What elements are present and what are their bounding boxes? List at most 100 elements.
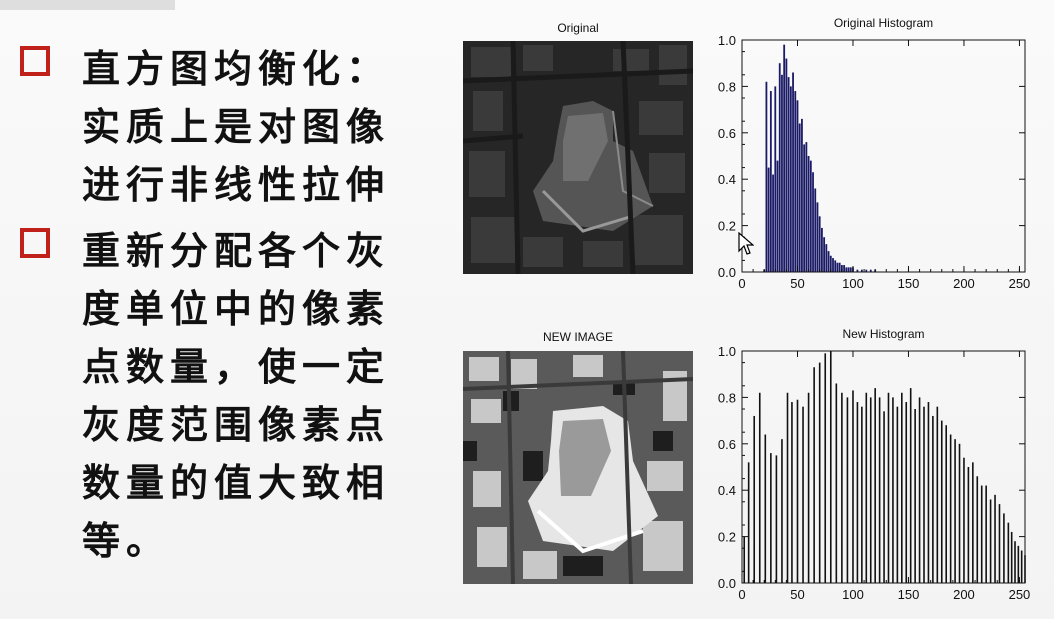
histogram-bar [856,402,859,583]
mouse-cursor-icon [738,231,755,260]
y-tick-label: 0.0 [718,265,736,280]
histogram-bar [781,439,783,583]
bullet-text-1: 直方图均衡化： 实质上是对图像 进行非线性拉伸 [82,46,391,207]
histogram-bar [963,457,965,583]
top-bar [0,0,175,10]
histogram-bar [835,383,838,583]
x-tick-label: 150 [898,276,920,291]
histogram-bar [861,406,863,583]
histogram-bar [1007,522,1010,583]
histogram-bar [869,269,872,272]
histogram-bar [887,392,890,583]
histogram-bar [1020,550,1023,583]
histogram-bar [813,367,815,583]
histogram-bar [865,392,868,583]
original-histogram-chart: 0 50 100 150 200 250 0.0 0.2 0.4 0.6 0.8 1.0 [704,32,1034,294]
histogram-bar [812,172,814,272]
histogram-bar [823,237,826,272]
histogram-bar [834,260,837,272]
histogram-bar [785,58,788,272]
histogram-bar [896,406,899,583]
histogram-bar [845,267,848,272]
histogram-bar [883,411,885,583]
histogram-bar [802,406,804,583]
histogram-bar [892,397,894,583]
histogram-bar [814,188,817,272]
histogram-bar [940,420,943,583]
histogram-bar [985,485,987,583]
histogram-bar [836,262,839,272]
histogram-bar [786,392,789,583]
histogram-bar [914,409,916,583]
histogram-svg: 0 50 100 150 200 250 0.0 0.2 0.4 0.6 0.8 1.0 [718,33,1031,291]
histogram-bar [927,402,930,583]
histogram-bar [954,439,956,583]
histogram-bar [805,142,808,272]
histogram-bar [923,406,925,583]
histogram-bar [816,202,819,272]
histogram-bar [827,251,830,272]
histogram-bar [818,216,821,272]
x-tick-label: 50 [790,587,804,602]
y-tick-label: 0.6 [718,126,736,141]
bullet-square-icon [20,46,50,76]
histogram-bar [989,499,992,583]
histogram-bar [753,415,756,583]
histogram-bar [787,77,790,272]
x-tick-label: 100 [842,587,864,602]
x-tick-label: 200 [953,276,975,291]
y-tick-label: 0.8 [718,390,736,405]
histogram-bar [801,118,803,272]
histogram-bar [767,167,770,272]
histogram-bar [958,443,961,583]
x-tick-label: 200 [953,587,975,602]
histogram-bar [829,255,832,272]
histogram-bar [821,227,823,272]
new-histogram-chart: 0 50 100 150 200 250 0.0 0.2 0.4 0.6 0.8 1.0 [704,343,1034,605]
histogram-bar [818,362,821,583]
y-tick-label: 0.6 [718,437,736,452]
histogram-bar [743,536,746,583]
histogram-bar [980,485,983,583]
original-image-title: Original [557,21,599,35]
histogram-bar [807,156,810,272]
histogram-bar [774,86,777,273]
histogram-svg: 0 50 100 150 200 250 0.0 0.2 0.4 0.6 0.8 1.0 [718,344,1031,602]
histogram-bar [905,402,908,583]
x-tick-label: 100 [842,276,864,291]
histogram-bar [841,392,843,583]
histogram-bar [865,269,868,272]
bullet-square-icon [20,228,50,258]
y-tick-label: 0.8 [718,79,736,94]
histogram-bar [769,91,772,272]
histogram-bar [901,392,903,583]
histogram-bar [860,269,863,272]
histogram-bar [994,494,996,583]
histogram-bar [798,123,801,273]
y-tick-label: 0.4 [718,172,736,187]
histogram-bar [829,351,832,583]
histogram-bar [776,160,779,272]
histogram-bar [807,392,810,583]
histogram-bar [1017,545,1020,583]
histogram-bar [803,144,806,272]
histogram-bar [778,63,781,273]
histogram-bar [1003,513,1005,583]
histogram-bar [849,267,852,272]
histogram-bar [936,406,939,583]
x-tick-label: 250 [1009,276,1031,291]
x-tick-label: 250 [1009,587,1031,602]
histogram-bar [852,390,854,583]
histogram-bar [758,392,761,583]
histogram-bar [792,72,794,272]
plot-frame [741,39,1026,273]
histogram-bar [838,262,841,272]
y-tick-label: 0.2 [718,530,736,545]
histogram-bar [796,399,799,583]
y-tick-label: 0.0 [718,576,736,591]
histogram-bar [847,267,850,272]
x-tick-label: 0 [738,276,745,291]
histogram-bar [809,160,812,272]
histogram-bar [789,86,792,273]
